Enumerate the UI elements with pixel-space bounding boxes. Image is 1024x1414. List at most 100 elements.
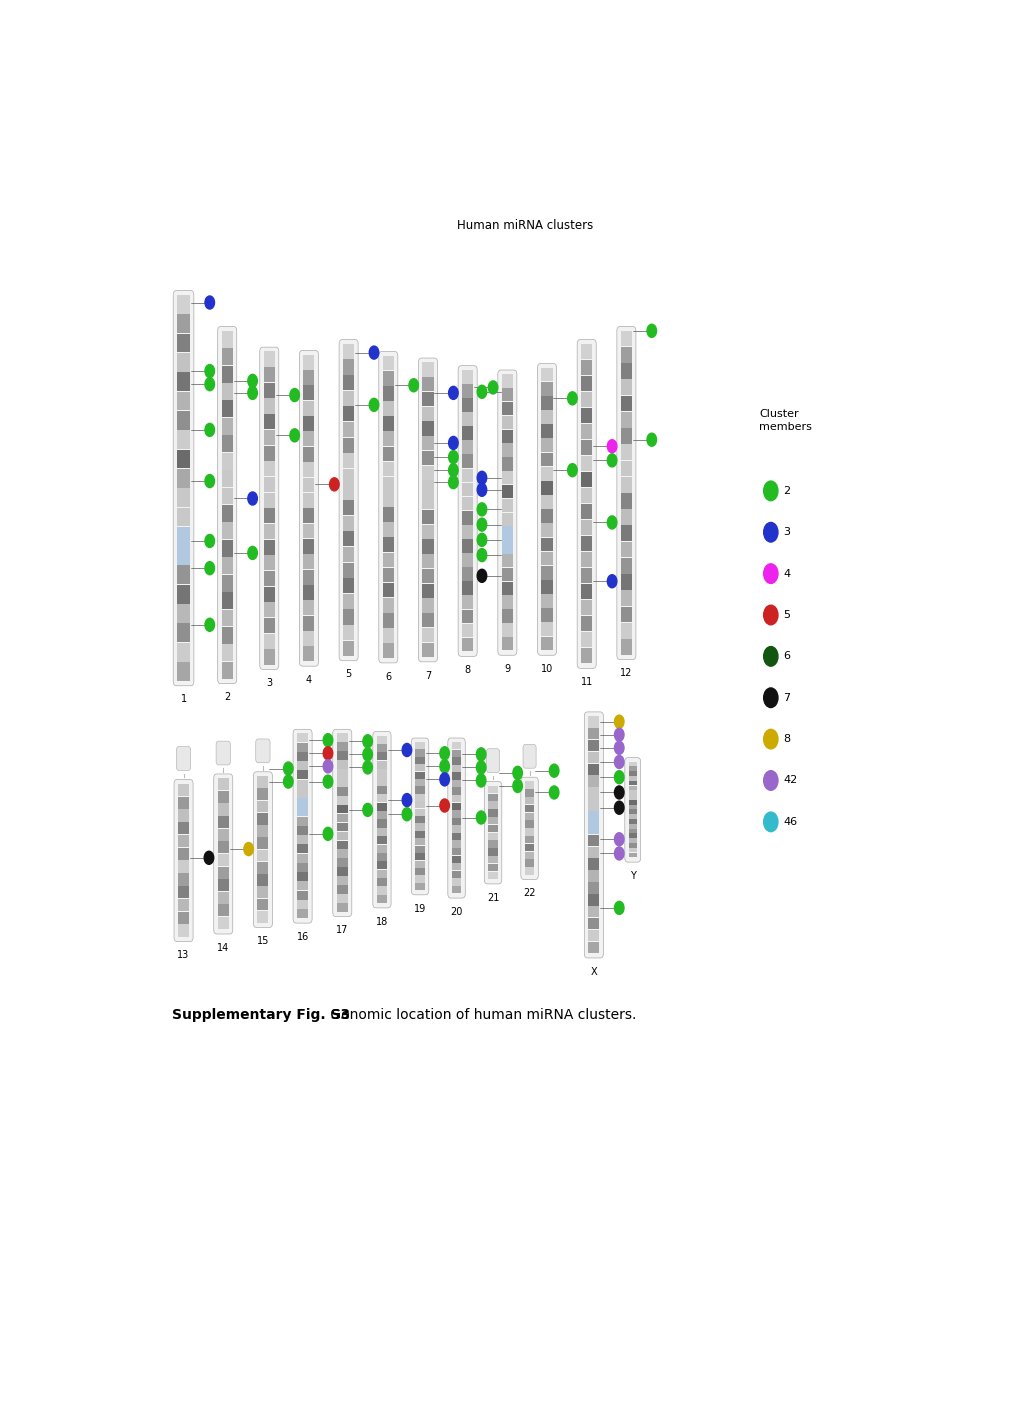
FancyBboxPatch shape	[221, 609, 232, 626]
FancyBboxPatch shape	[588, 812, 599, 823]
FancyBboxPatch shape	[452, 817, 461, 826]
FancyBboxPatch shape	[458, 366, 477, 656]
FancyBboxPatch shape	[221, 471, 232, 486]
FancyBboxPatch shape	[257, 826, 268, 837]
FancyBboxPatch shape	[416, 831, 425, 839]
FancyBboxPatch shape	[588, 858, 599, 870]
FancyBboxPatch shape	[343, 578, 354, 594]
FancyBboxPatch shape	[303, 615, 314, 631]
Text: 46: 46	[783, 817, 798, 827]
Circle shape	[607, 574, 616, 588]
FancyBboxPatch shape	[488, 817, 498, 824]
FancyBboxPatch shape	[221, 331, 232, 348]
FancyBboxPatch shape	[257, 813, 268, 824]
FancyBboxPatch shape	[542, 467, 553, 481]
FancyBboxPatch shape	[582, 503, 592, 519]
FancyBboxPatch shape	[629, 819, 637, 824]
FancyBboxPatch shape	[488, 793, 498, 800]
FancyBboxPatch shape	[264, 556, 274, 570]
Text: 1: 1	[180, 694, 186, 704]
FancyBboxPatch shape	[303, 431, 314, 447]
Circle shape	[764, 646, 778, 666]
FancyBboxPatch shape	[337, 885, 348, 894]
FancyBboxPatch shape	[523, 744, 537, 768]
FancyBboxPatch shape	[303, 570, 314, 584]
FancyBboxPatch shape	[582, 536, 592, 551]
Circle shape	[513, 779, 522, 792]
FancyBboxPatch shape	[502, 444, 513, 457]
FancyBboxPatch shape	[383, 522, 394, 537]
FancyBboxPatch shape	[621, 346, 632, 363]
FancyBboxPatch shape	[452, 765, 461, 772]
Circle shape	[449, 475, 458, 489]
Text: Y: Y	[630, 871, 636, 881]
FancyBboxPatch shape	[621, 590, 632, 607]
FancyBboxPatch shape	[337, 877, 348, 885]
FancyBboxPatch shape	[377, 795, 387, 802]
FancyBboxPatch shape	[621, 542, 632, 557]
FancyBboxPatch shape	[502, 526, 513, 540]
FancyBboxPatch shape	[629, 805, 637, 809]
Circle shape	[764, 771, 778, 790]
FancyBboxPatch shape	[416, 816, 425, 823]
Text: 12: 12	[621, 669, 633, 679]
FancyBboxPatch shape	[588, 799, 599, 810]
FancyBboxPatch shape	[488, 848, 498, 855]
FancyBboxPatch shape	[542, 509, 553, 523]
Text: Human miRNA clusters: Human miRNA clusters	[457, 219, 593, 232]
Circle shape	[205, 296, 214, 310]
FancyBboxPatch shape	[257, 850, 268, 861]
Circle shape	[764, 522, 778, 542]
Text: 4: 4	[306, 674, 312, 684]
FancyBboxPatch shape	[339, 339, 358, 660]
FancyBboxPatch shape	[178, 796, 189, 809]
FancyBboxPatch shape	[423, 451, 433, 465]
Text: 9: 9	[504, 665, 510, 674]
FancyBboxPatch shape	[177, 566, 189, 584]
FancyBboxPatch shape	[542, 368, 553, 382]
FancyBboxPatch shape	[423, 378, 433, 392]
FancyBboxPatch shape	[177, 624, 189, 642]
FancyBboxPatch shape	[337, 796, 348, 805]
FancyBboxPatch shape	[377, 812, 387, 819]
FancyBboxPatch shape	[178, 834, 189, 847]
FancyBboxPatch shape	[177, 662, 189, 682]
FancyBboxPatch shape	[621, 428, 632, 444]
FancyBboxPatch shape	[462, 496, 473, 510]
FancyBboxPatch shape	[303, 631, 314, 646]
Circle shape	[204, 851, 214, 864]
FancyBboxPatch shape	[264, 618, 274, 633]
FancyBboxPatch shape	[337, 867, 348, 875]
Circle shape	[764, 730, 778, 749]
FancyBboxPatch shape	[582, 520, 592, 536]
FancyBboxPatch shape	[178, 847, 189, 860]
FancyBboxPatch shape	[542, 551, 553, 566]
Circle shape	[205, 475, 214, 488]
FancyBboxPatch shape	[218, 854, 228, 865]
FancyBboxPatch shape	[260, 348, 279, 669]
FancyBboxPatch shape	[264, 445, 274, 461]
FancyBboxPatch shape	[542, 636, 553, 650]
FancyBboxPatch shape	[542, 410, 553, 424]
Circle shape	[409, 379, 419, 392]
FancyBboxPatch shape	[452, 826, 461, 833]
FancyBboxPatch shape	[542, 608, 553, 622]
FancyBboxPatch shape	[462, 581, 473, 595]
FancyBboxPatch shape	[452, 840, 461, 848]
FancyBboxPatch shape	[621, 363, 632, 379]
FancyBboxPatch shape	[488, 833, 498, 840]
Text: 8: 8	[783, 734, 791, 744]
FancyBboxPatch shape	[582, 551, 592, 567]
Circle shape	[362, 761, 373, 773]
FancyBboxPatch shape	[377, 778, 387, 786]
FancyBboxPatch shape	[377, 744, 387, 752]
FancyBboxPatch shape	[218, 327, 237, 683]
FancyBboxPatch shape	[377, 761, 387, 769]
Circle shape	[764, 605, 778, 625]
FancyBboxPatch shape	[177, 527, 189, 546]
Circle shape	[614, 715, 624, 728]
FancyBboxPatch shape	[303, 523, 314, 539]
FancyBboxPatch shape	[621, 461, 632, 477]
Circle shape	[248, 546, 257, 560]
FancyBboxPatch shape	[177, 604, 189, 624]
